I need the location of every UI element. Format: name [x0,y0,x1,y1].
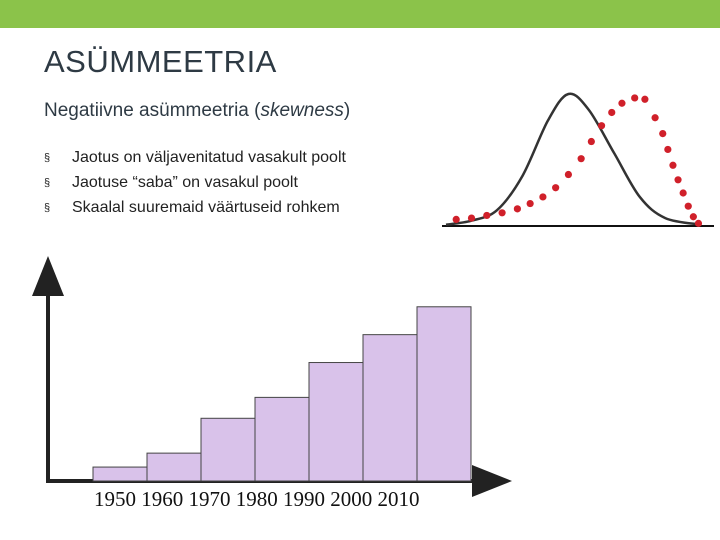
skewed-curve-point [669,161,677,169]
histogram-bar [146,452,202,482]
skewed-curve-point [552,184,560,192]
skewed-curve-point [577,155,585,163]
bullet-list: § Jaotus on väljavenitatud vasakult poolt… [44,146,346,221]
skewed-curve-point [564,170,572,179]
skewed-curve-point [513,205,521,213]
x-tick-label: 1990 [283,487,331,511]
histogram-bar [200,417,256,482]
bullet-marker-icon: § [44,152,51,164]
bullet-item: § Jaotus on väljavenitatud vasakult poolt [44,146,346,171]
skewed-curve-point [684,202,692,210]
bullet-marker-icon: § [44,202,51,214]
skewed-curve-point [664,145,672,154]
subtitle-close: ) [343,100,351,121]
bullet-marker-icon: § [44,177,51,189]
skewed-curve-point [694,219,703,227]
histogram-bar [92,466,148,482]
skewed-curve-point [689,213,697,221]
x-tick-label: 1960 [141,487,189,511]
x-axis-tick-labels: 1950 1960 1970 1980 1990 2000 2010 [94,487,420,512]
bullet-item: § Skaalal suuremaid väärtuseid rohkem [44,196,346,221]
x-tick-label: 1970 [188,487,236,511]
slide-title: ASÜMMEETRIA [44,44,277,79]
skewed-curve-point [452,215,460,223]
skewed-curve-point [651,114,659,122]
skewed-curve-point [631,94,639,102]
histogram-bar [416,306,472,482]
subtitle-italic: skewness [260,100,344,121]
histogram-bar [362,334,418,482]
skewed-curve-point [526,199,534,208]
skew-illustration-chart [442,92,714,227]
skewed-curve-point [641,95,649,103]
x-tick-label: 2000 [330,487,378,511]
histogram-bar [308,362,364,482]
bullet-text: Jaotuse “saba” on vasakul poolt [72,174,298,191]
skewed-curve-point [608,108,616,117]
skewed-curve-point [483,211,491,220]
x-tick-label: 1950 [94,487,142,511]
top-accent-bar [0,0,720,28]
skewed-curve-point [587,137,595,146]
skewed-curve-point [618,99,626,107]
bullet-item: § Jaotuse “saba” on vasakul poolt [44,171,346,196]
skewed-curve-point [498,209,506,217]
x-tick-label: 2010 [377,487,420,511]
skewed-curve-point [674,176,682,184]
skewed-curve-point [659,130,667,138]
slide-subtitle: Negatiivne asümmeetria (skewness) [44,100,350,122]
skewed-curve-point [467,214,476,222]
skewed-curve-point [679,189,687,197]
histogram-bar [254,396,310,482]
bullet-text: Jaotus on väljavenitatud vasakult poolt [72,149,346,166]
bullet-text: Skaalal suuremaid väärtuseid rohkem [72,199,340,216]
subtitle-text: Negatiivne asümmeetria ( [44,100,261,121]
skewed-curve-point [597,122,606,130]
x-tick-label: 1980 [235,487,283,511]
skewed-curve-point [539,193,547,201]
